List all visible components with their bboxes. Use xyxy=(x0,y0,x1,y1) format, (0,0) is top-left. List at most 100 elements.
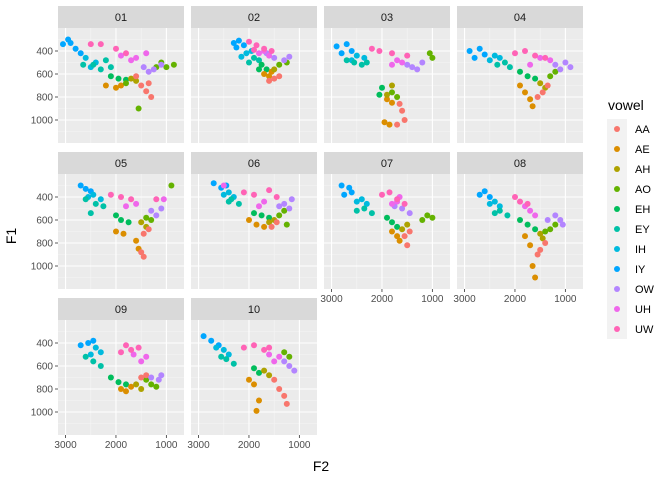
data-point-uw xyxy=(261,45,268,52)
facet-strip-label: 02 xyxy=(248,12,260,24)
data-point-ao xyxy=(153,383,160,390)
data-point-aa xyxy=(281,392,288,399)
y-tick-label: 400 xyxy=(36,193,53,204)
data-point-uw xyxy=(135,344,142,351)
data-point-uw xyxy=(251,46,257,53)
data-point-ae xyxy=(253,221,260,228)
data-point-ae xyxy=(522,89,528,96)
facet-strip-label: 04 xyxy=(514,12,526,24)
data-point-aa xyxy=(276,386,283,392)
data-point-uh xyxy=(547,57,554,64)
data-point-uw xyxy=(401,200,408,207)
data-point-ah xyxy=(537,230,544,237)
data-point-ae xyxy=(396,237,403,244)
data-point-uh xyxy=(399,59,406,66)
data-point-uw xyxy=(261,346,268,353)
data-point-uh xyxy=(389,200,395,207)
data-point-ow xyxy=(148,374,155,381)
data-point-ow xyxy=(150,66,157,73)
data-point-ow xyxy=(140,64,147,71)
data-point-uw xyxy=(153,196,160,203)
legend-label: EH xyxy=(635,204,650,216)
data-point-ae xyxy=(261,71,268,77)
data-point-iy xyxy=(476,45,483,52)
legend-label: AH xyxy=(635,164,650,176)
data-point-eh xyxy=(266,214,273,221)
data-point-ah xyxy=(266,219,273,226)
legend-label: IH xyxy=(635,244,646,256)
y-tick-label: 600 xyxy=(36,216,53,227)
data-point-iy xyxy=(208,337,215,344)
data-point-ow xyxy=(288,196,295,203)
data-point-eh xyxy=(384,214,390,221)
data-point-uh xyxy=(256,50,262,57)
facet-panel-08: 08 3000 2000 1000 xyxy=(453,152,583,305)
data-point-ah xyxy=(266,372,273,379)
data-point-aa xyxy=(406,228,413,235)
data-point-ao xyxy=(281,349,288,356)
data-point-eh xyxy=(258,61,265,68)
data-point-ow xyxy=(281,200,288,207)
data-point-ey xyxy=(358,61,365,68)
data-point-uh xyxy=(123,203,129,210)
data-point-ao xyxy=(123,80,129,87)
data-point-iy xyxy=(233,44,240,51)
data-point-iy xyxy=(210,180,217,187)
x-tick-label: 1000 xyxy=(288,440,311,451)
data-point-ao xyxy=(552,68,559,75)
data-point-uh xyxy=(220,182,227,189)
data-point-ih xyxy=(225,351,232,358)
legend-title: vowel xyxy=(608,97,644,113)
data-point-ey xyxy=(251,54,257,61)
legend-label: AE xyxy=(635,144,650,156)
data-point-uw xyxy=(97,41,104,48)
data-point-uw xyxy=(113,45,119,52)
data-point-ae xyxy=(394,233,401,240)
data-point-ey xyxy=(223,356,230,363)
data-point-ih xyxy=(238,53,245,60)
data-point-iy xyxy=(341,191,348,198)
legend-label: UH xyxy=(635,304,651,316)
data-point-ih xyxy=(486,200,493,207)
data-point-ae xyxy=(102,82,109,89)
facet-panel-03: 03 xyxy=(324,6,450,143)
facet-panels: 01 400 600 800 1000 02 03 04 05 400 600 800 1000 06 07… xyxy=(31,6,583,451)
data-point-ow xyxy=(399,205,406,212)
facet-strip xyxy=(457,6,583,28)
facet-panel-04: 04 xyxy=(457,6,583,143)
data-point-uw xyxy=(251,191,257,198)
y-tick-label: 600 xyxy=(36,362,53,373)
data-point-ao xyxy=(170,61,177,68)
data-point-ey xyxy=(90,61,97,68)
x-tick-label: 1000 xyxy=(155,440,178,451)
data-point-aa xyxy=(399,107,406,114)
data-point-ih xyxy=(97,349,104,356)
data-point-ae xyxy=(128,383,135,390)
data-point-uh xyxy=(266,351,273,358)
data-point-aa xyxy=(145,80,152,87)
legend-entry-ao: AO xyxy=(614,184,651,196)
legend-entry-uh: UH xyxy=(614,304,651,316)
data-point-ih xyxy=(496,54,503,61)
data-point-aa xyxy=(396,100,403,107)
data-point-ey xyxy=(361,205,368,212)
legend-label: IY xyxy=(635,264,646,276)
data-point-ao xyxy=(547,226,554,233)
data-point-ae xyxy=(389,228,395,235)
data-point-ih xyxy=(213,344,220,351)
data-point-uh xyxy=(537,54,544,61)
data-point-uw xyxy=(512,50,518,57)
data-point-uw xyxy=(522,48,528,54)
data-point-uh xyxy=(276,353,283,360)
data-point-ih xyxy=(92,344,99,351)
data-point-iy xyxy=(346,184,353,191)
data-point-ow xyxy=(286,363,293,369)
data-point-ey xyxy=(496,207,503,214)
data-point-uh xyxy=(256,203,262,210)
data-point-aa xyxy=(534,94,541,100)
facet-panel-05: 05 400 600 800 1000 xyxy=(31,152,184,289)
data-point-ih xyxy=(496,203,503,210)
data-point-ih xyxy=(358,196,365,203)
data-point-ae xyxy=(246,376,252,383)
data-point-eh xyxy=(517,217,523,223)
